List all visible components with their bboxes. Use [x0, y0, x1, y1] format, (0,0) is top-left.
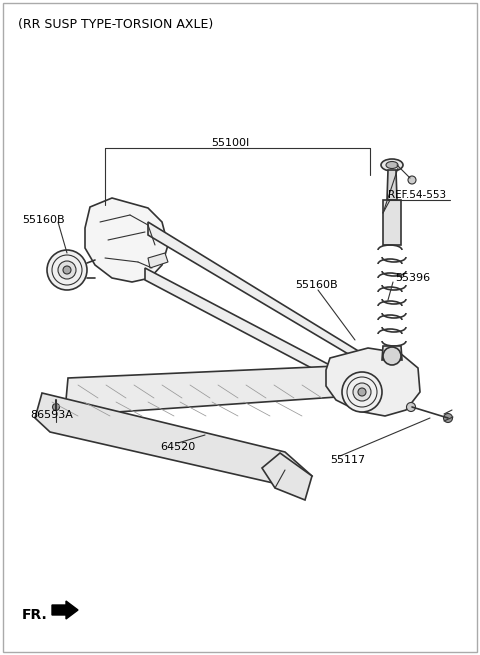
- Polygon shape: [65, 366, 347, 415]
- Ellipse shape: [444, 413, 453, 422]
- Text: 64520: 64520: [160, 442, 195, 452]
- Ellipse shape: [383, 347, 401, 365]
- Ellipse shape: [52, 403, 60, 411]
- Ellipse shape: [407, 403, 416, 411]
- Ellipse shape: [353, 383, 371, 401]
- Polygon shape: [85, 198, 168, 282]
- Polygon shape: [148, 222, 360, 358]
- Text: 55396: 55396: [395, 273, 430, 283]
- Ellipse shape: [63, 266, 71, 274]
- Polygon shape: [145, 268, 343, 382]
- Ellipse shape: [381, 159, 403, 171]
- Polygon shape: [35, 393, 312, 488]
- Text: (RR SUSP TYPE-TORSION AXLE): (RR SUSP TYPE-TORSION AXLE): [18, 18, 213, 31]
- Polygon shape: [383, 200, 401, 245]
- Text: 55160B: 55160B: [22, 215, 65, 225]
- Ellipse shape: [58, 261, 76, 279]
- Polygon shape: [387, 170, 397, 200]
- Ellipse shape: [358, 388, 366, 396]
- Polygon shape: [148, 253, 168, 268]
- Text: FR.: FR.: [22, 608, 48, 622]
- Ellipse shape: [408, 176, 416, 184]
- Text: REF.54-553: REF.54-553: [388, 190, 446, 200]
- Ellipse shape: [342, 372, 382, 412]
- Polygon shape: [52, 601, 78, 619]
- Polygon shape: [326, 348, 420, 416]
- Text: 55100I: 55100I: [211, 138, 249, 148]
- Text: 86593A: 86593A: [30, 410, 73, 420]
- Polygon shape: [262, 453, 312, 500]
- Text: 55117: 55117: [330, 455, 365, 465]
- Ellipse shape: [386, 162, 398, 168]
- Text: 55160B: 55160B: [295, 280, 337, 290]
- Polygon shape: [382, 346, 402, 360]
- Ellipse shape: [47, 250, 87, 290]
